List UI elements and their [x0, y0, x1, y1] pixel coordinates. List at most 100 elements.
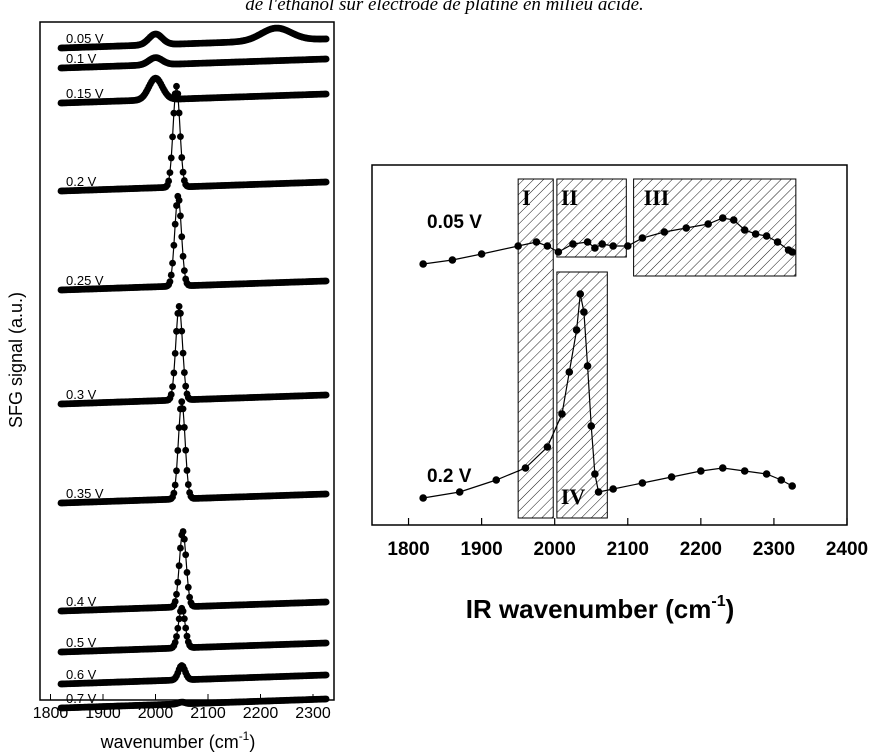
left-data-point — [180, 369, 188, 376]
right-data-point — [419, 494, 427, 502]
left-series-line — [60, 529, 327, 612]
left-data-point — [169, 259, 176, 267]
left-data-point — [166, 278, 174, 286]
right-data-point — [667, 473, 676, 481]
left-series: 0.2 V — [57, 82, 330, 195]
left-series: 0.35 V — [57, 398, 330, 507]
left-data-point — [182, 551, 190, 559]
right-x-tick-label: 1800 — [387, 539, 429, 560]
left-x-tick-label: 2100 — [190, 705, 226, 722]
right-x-tick-label: 2000 — [534, 539, 576, 560]
left-data-point — [322, 490, 330, 498]
right-data-point — [788, 482, 796, 490]
left-data-point — [169, 133, 176, 141]
right-data-point — [448, 256, 457, 264]
left-series: 0.5 V — [57, 604, 330, 656]
right-data-point — [718, 214, 727, 222]
left-series: 0.4 V — [57, 528, 330, 615]
left-data-point — [177, 544, 184, 552]
left-series-group: 0.05 V 0.1 V 0.15 V 0.2 V 0.25 V 0.3 V 0.35 V 0… — [57, 24, 330, 712]
left-series-label: 0.4 V — [66, 594, 97, 609]
left-x-tick-label: 2300 — [295, 705, 331, 722]
right-data-point — [569, 240, 577, 248]
right-data-point — [554, 248, 563, 256]
left-data-point — [322, 695, 330, 703]
left-series: 0.25 V — [57, 192, 330, 294]
left-x-tick-label: 1800 — [33, 705, 69, 722]
right-series: 0.2 V — [419, 290, 796, 502]
left-data-point — [177, 133, 184, 141]
left-data-point — [175, 615, 183, 623]
left-data-point — [322, 55, 330, 63]
left-series-label: 0.25 V — [66, 273, 104, 288]
left-data-point — [171, 220, 179, 228]
left-data-point — [179, 168, 187, 176]
figure-caption: de l'éthanol sur électrode de platine en… — [245, 0, 644, 15]
right-data-point — [558, 410, 566, 418]
left-data-point — [174, 90, 182, 98]
left-data-point — [322, 391, 330, 399]
right-x-tick-label: 2300 — [753, 539, 795, 560]
left-data-point — [175, 302, 183, 310]
left-data-point — [178, 154, 186, 161]
left-data-point — [180, 267, 188, 275]
left-data-point — [175, 562, 183, 570]
left-data-point — [173, 327, 180, 335]
left-data-point — [183, 632, 191, 640]
right-data-point — [587, 422, 596, 430]
left-series-label: 0.05 V — [66, 31, 104, 46]
left-data-point — [171, 598, 179, 605]
right-x-ticks: 1800 1900 2000 2100 2200 2300 2400 — [387, 518, 868, 560]
left-data-point — [322, 277, 330, 285]
right-data-point — [697, 467, 705, 475]
left-data-point — [179, 252, 187, 260]
left-data-point — [322, 598, 330, 606]
left-series-label: 0.2 V — [66, 174, 97, 189]
left-chart: 0.05 V 0.1 V 0.15 V 0.2 V 0.25 V 0.3 V 0.35 V 0… — [6, 21, 335, 752]
left-data-point — [179, 349, 187, 357]
right-data-point — [762, 470, 771, 478]
left-data-point — [180, 535, 188, 543]
right-x-axis-title: IR wavenumber (cm-1) — [466, 593, 735, 624]
left-data-point — [167, 391, 175, 398]
left-x-tick-label: 2000 — [138, 705, 174, 722]
left-data-point — [178, 398, 186, 406]
right-data-point — [455, 488, 464, 496]
right-data-point — [704, 220, 712, 228]
left-data-point — [179, 405, 187, 413]
right-region-label: III — [644, 185, 670, 210]
right-region-label: IV — [561, 484, 586, 509]
left-data-point — [173, 633, 180, 640]
left-series: 0.1 V — [57, 51, 330, 72]
left-series-label: 0.5 V — [66, 635, 97, 650]
left-x-tick-label: 2200 — [243, 705, 279, 722]
right-x-tick-label: 2100 — [607, 539, 649, 560]
left-series: 0.05 V — [57, 24, 330, 52]
left-series: 0.6 V — [57, 662, 330, 688]
right-data-point — [591, 244, 599, 252]
left-data-point — [182, 624, 190, 632]
right-data-point — [638, 479, 647, 487]
right-data-point — [609, 485, 617, 493]
left-data-point — [179, 607, 187, 615]
right-data-point — [777, 476, 786, 484]
left-data-point — [173, 202, 180, 209]
right-series-label: 0.05 V — [427, 212, 482, 233]
right-data-point — [580, 308, 588, 316]
right-data-point — [788, 248, 796, 256]
left-data-point — [182, 382, 190, 390]
left-data-point — [179, 528, 187, 535]
left-data-point — [180, 424, 188, 431]
left-x-axis-title: wavenumber (cm-1) — [100, 729, 256, 752]
right-region-label: I — [522, 185, 531, 210]
left-series-label: 0.35 V — [66, 486, 104, 501]
right-data-point — [729, 216, 738, 224]
left-x-ticks: 1800 1900 2000 2100 2200 2300 — [33, 694, 331, 722]
right-data-point — [583, 362, 592, 370]
right-data-point — [521, 464, 530, 472]
left-series-line — [60, 306, 327, 405]
left-data-point — [177, 309, 184, 317]
left-series: 0.15 V — [57, 74, 330, 107]
right-region-box — [633, 178, 797, 277]
right-data-point — [623, 242, 632, 250]
